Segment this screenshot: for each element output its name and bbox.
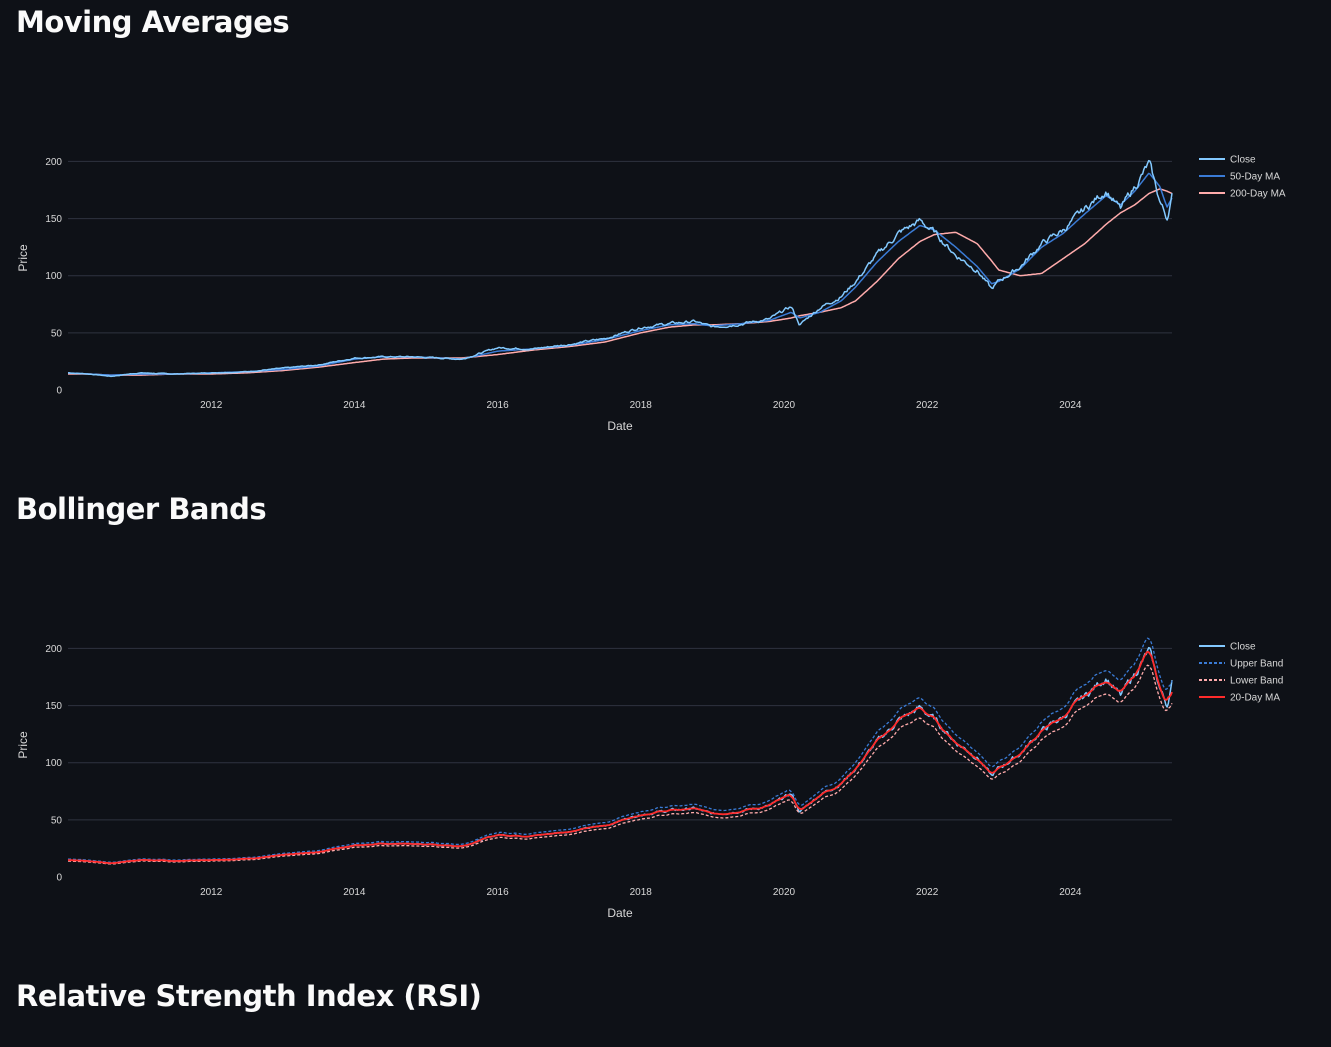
legend-label: 50-Day MA bbox=[1230, 172, 1280, 183]
y-tick-label: 200 bbox=[45, 157, 62, 168]
y-tick-label: 100 bbox=[45, 758, 62, 769]
y-tick-label: 50 bbox=[51, 815, 63, 826]
bollinger-bands-title: Bollinger Bands bbox=[16, 492, 267, 526]
series-line-close bbox=[68, 159, 1173, 378]
y-tick-label: 100 bbox=[45, 271, 62, 282]
x-tick-label: 2014 bbox=[343, 887, 366, 898]
x-tick-label: 2024 bbox=[1059, 887, 1082, 898]
legend-label: Close bbox=[1230, 642, 1256, 653]
y-tick-label: 150 bbox=[45, 214, 62, 225]
x-axis-label: Date bbox=[607, 419, 633, 433]
x-tick-label: 2016 bbox=[486, 400, 509, 411]
series-line-close bbox=[68, 646, 1173, 865]
moving-averages-chart[interactable]: 0 50 100 150 200 2012 2014 2016 2018 2020 2022 2024… bbox=[0, 140, 1331, 445]
legend-label: 20-Day MA bbox=[1230, 693, 1280, 704]
bollinger-bands-chart[interactable]: 0 50 100 150 200 2012 2014 2016 2018 2020 2022 2024… bbox=[0, 627, 1331, 932]
legend-label: Lower Band bbox=[1230, 676, 1283, 687]
series-line-200-day-ma bbox=[68, 188, 1173, 376]
x-tick-label: 2012 bbox=[200, 887, 223, 898]
moving-averages-title: Moving Averages bbox=[16, 5, 290, 39]
y-tick-label: 200 bbox=[45, 644, 62, 655]
series-line-upper-band bbox=[67, 637, 1173, 863]
legend-label: Upper Band bbox=[1230, 659, 1283, 670]
y-tick-label: 50 bbox=[51, 328, 63, 339]
x-tick-label: 2022 bbox=[916, 400, 939, 411]
series-line-20-day-ma bbox=[68, 650, 1173, 864]
x-tick-label: 2020 bbox=[773, 887, 796, 898]
series-line-50-day-ma bbox=[68, 172, 1173, 376]
x-tick-label: 2016 bbox=[486, 887, 509, 898]
x-tick-label: 2018 bbox=[630, 887, 653, 898]
y-axis-label: Price bbox=[16, 244, 30, 272]
y-tick-label: 0 bbox=[56, 873, 62, 884]
series-line-lower-band bbox=[68, 664, 1173, 865]
y-tick-label: 0 bbox=[56, 386, 62, 397]
x-tick-label: 2012 bbox=[200, 400, 223, 411]
legend-label: 200-Day MA bbox=[1230, 189, 1286, 200]
x-tick-label: 2020 bbox=[773, 400, 796, 411]
y-axis-label: Price bbox=[16, 731, 30, 759]
x-tick-label: 2014 bbox=[343, 400, 366, 411]
x-tick-label: 2022 bbox=[916, 887, 939, 898]
legend-label: Close bbox=[1230, 155, 1256, 166]
y-tick-label: 150 bbox=[45, 701, 62, 712]
x-axis-label: Date bbox=[607, 906, 633, 920]
rsi-title: Relative Strength Index (RSI) bbox=[16, 979, 482, 1013]
x-tick-label: 2018 bbox=[630, 400, 653, 411]
x-tick-label: 2024 bbox=[1059, 400, 1082, 411]
